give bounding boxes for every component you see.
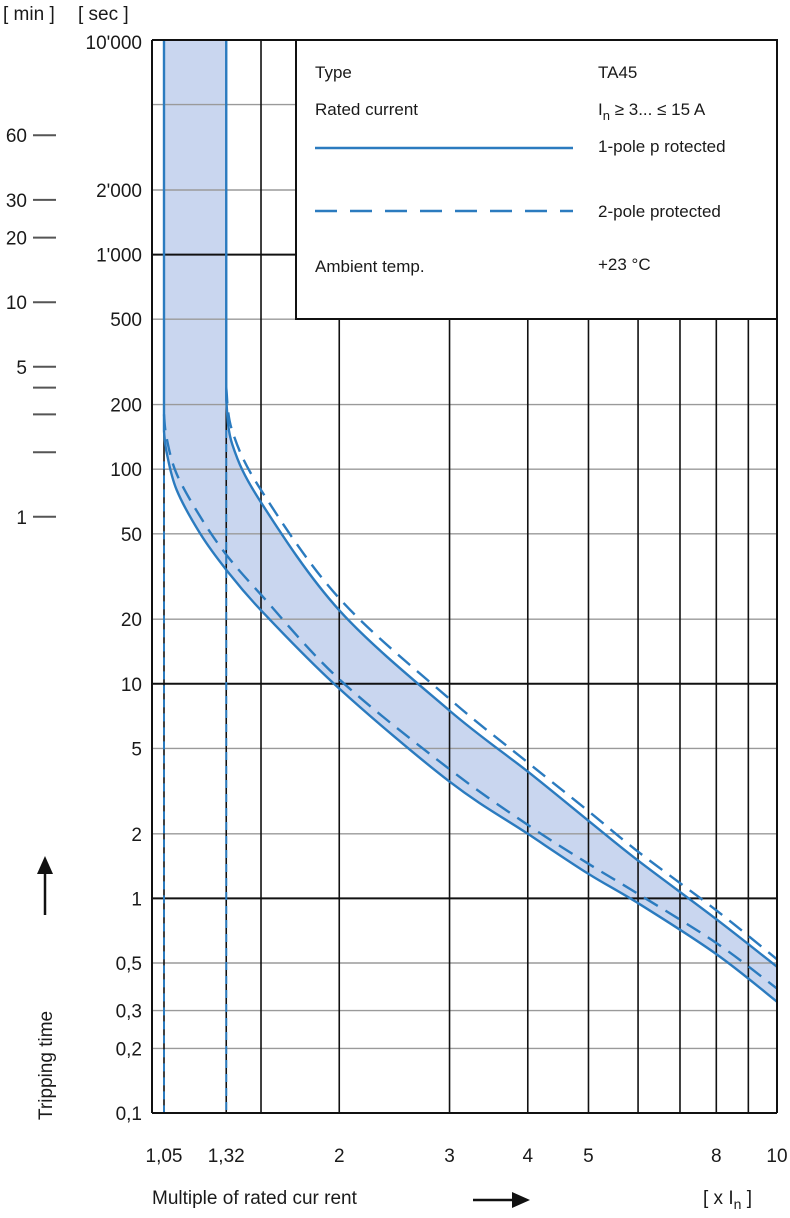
x-unit-prefix: [ x I [703, 1188, 734, 1209]
y-sec-tick-label: 10 [121, 675, 142, 696]
y-sec-tick-label: 0,3 [116, 1002, 142, 1023]
y-sec-tick-label: 500 [110, 310, 142, 331]
x-tick-label: 2 [334, 1146, 345, 1167]
two-pole-curve-upper [225, 387, 778, 961]
legend-rated-value: In ≥ 3... ≤ 15 A [598, 100, 706, 123]
y-sec-tick-label: 50 [121, 525, 142, 546]
legend-dashed-label: 2-pole protected [598, 202, 721, 221]
x-unit-label: [ x In ] [703, 1188, 752, 1212]
x-arrow-icon [473, 1192, 530, 1208]
y-min-tick-label: 1 [16, 508, 27, 529]
y-sec-tick-label: 1'000 [96, 246, 142, 267]
y-sec-tick-label: 0,2 [116, 1039, 142, 1060]
legend-ambient-label: Ambient temp. [315, 257, 425, 276]
y-min-tick-label: 60 [6, 126, 27, 147]
x-axis-title: Multiple of rated cur rent [152, 1188, 358, 1209]
rated-current-subscript: n [603, 108, 610, 123]
min-unit-header: [ min ] [3, 4, 55, 25]
sec-unit-header: [ sec ] [78, 4, 129, 25]
curves [162, 40, 778, 1113]
legend-rated-label: Rated current [315, 100, 418, 119]
y-sec-tick-label: 20 [121, 610, 142, 631]
x-tick-label: 4 [522, 1146, 533, 1167]
x-unit-suffix: ] [741, 1188, 752, 1209]
legend-type-value: TA45 [598, 63, 637, 82]
y-min-tick-label: 5 [16, 358, 27, 379]
one-pole-curve-upper [225, 399, 778, 968]
y-sec-tick-label: 2 [131, 825, 142, 846]
y-min-tick-label: 10 [6, 293, 27, 314]
y-sec-tick-label: 10'000 [86, 33, 142, 54]
legend-solid-label: 1-pole p rotected [598, 137, 726, 156]
legend: Type TA45 Rated current In ≥ 3... ≤ 15 A… [295, 39, 778, 320]
y-min-tick-label: 30 [6, 191, 27, 212]
x-tick-label: 1,32 [208, 1146, 245, 1167]
x-tick-label: 5 [583, 1146, 594, 1167]
rated-current-symbol: I [598, 100, 603, 119]
two-pole-curve-lower [162, 414, 778, 990]
rated-current-range: ≥ 3... ≤ 15 A [610, 100, 706, 119]
y-sec-tick-label: 0,5 [116, 954, 142, 975]
y-sec-tick-label: 5 [131, 739, 142, 760]
y-min-tick-label: 20 [6, 229, 27, 250]
x-tick-label: 1,05 [146, 1146, 183, 1167]
y-sec-tick-label: 200 [110, 396, 142, 417]
y-axis-title: Tripping time [36, 1011, 57, 1120]
y-sec-tick-label: 0,1 [116, 1104, 142, 1125]
x-tick-label: 8 [711, 1146, 722, 1167]
legend-type-label: Type [315, 63, 352, 82]
y-arrow-icon [37, 856, 53, 915]
legend-box [295, 39, 778, 320]
one-pole-curve-lower [162, 431, 778, 1003]
y-sec-tick-label: 100 [110, 460, 142, 481]
tick-labels: 1,05 1,32 2 3 4 5 8 1010'0002'0001'000500200100… [6, 33, 788, 1167]
y-sec-tick-label: 1 [131, 889, 142, 910]
x-tick-label: 3 [444, 1146, 455, 1167]
x-tick-label: 10 [766, 1146, 787, 1167]
legend-ambient-value: +23 °C [598, 255, 651, 274]
y-sec-tick-label: 2'000 [96, 181, 142, 202]
x-unit-subscript: n [734, 1196, 742, 1212]
